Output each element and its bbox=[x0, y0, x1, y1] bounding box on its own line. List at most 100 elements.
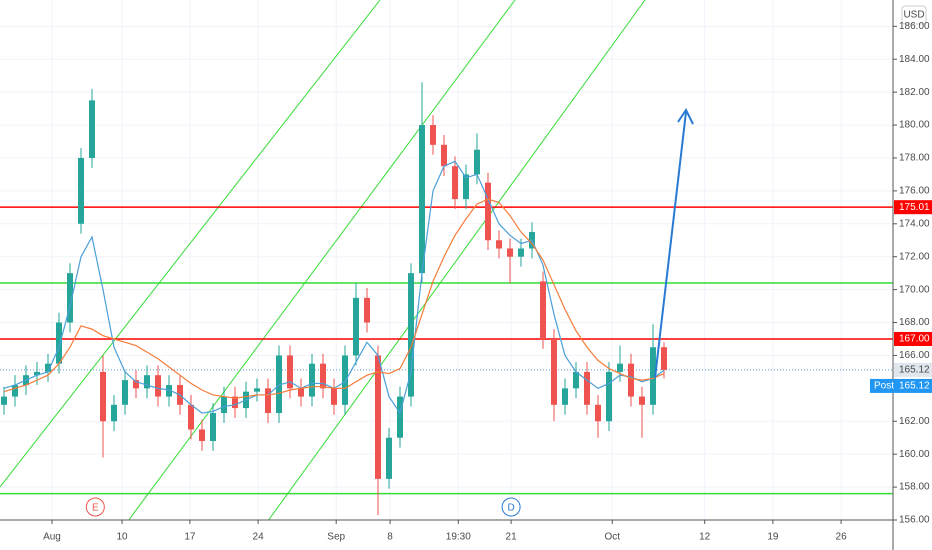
y-tick-label: 168.00 bbox=[899, 317, 930, 328]
projection-arrow bbox=[654, 108, 694, 379]
channel-line bbox=[0, 0, 381, 488]
y-tick-label: 178.00 bbox=[899, 153, 930, 164]
candle-body bbox=[363, 297, 370, 323]
y-tick-label: 158.00 bbox=[899, 482, 930, 493]
event-marker bbox=[85, 497, 105, 517]
y-tick-label: 180.00 bbox=[899, 120, 930, 131]
x-tick-label: 19 bbox=[767, 532, 779, 543]
channel-line bbox=[124, 0, 516, 526]
candle-body bbox=[462, 174, 469, 200]
candle-body bbox=[484, 182, 491, 241]
candle-body bbox=[550, 338, 557, 405]
candle-body bbox=[100, 371, 107, 422]
candle-body bbox=[12, 385, 19, 397]
candle-body bbox=[45, 363, 52, 372]
candle-body bbox=[286, 355, 293, 389]
y-tick-label: 156.00 bbox=[899, 515, 930, 526]
candle-body bbox=[297, 388, 304, 397]
last-price-label: 165.12 bbox=[899, 365, 930, 376]
candle-body bbox=[495, 240, 502, 249]
candle-body bbox=[330, 388, 337, 405]
candle-body bbox=[154, 375, 161, 397]
level-label: 175.01 bbox=[899, 202, 930, 213]
candle-body bbox=[396, 396, 403, 438]
x-tick-label: 10 bbox=[116, 532, 128, 543]
x-tick-label: Sep bbox=[327, 532, 345, 543]
x-tick-label: 8 bbox=[387, 532, 393, 543]
axis-labels: 156.00 158.00 160.00 162.00 166.00 168.00 170.… bbox=[43, 21, 932, 543]
level-tag bbox=[894, 331, 932, 346]
currency-box[interactable] bbox=[901, 5, 927, 25]
y-tick-label: 182.00 bbox=[899, 87, 930, 98]
candle-body bbox=[133, 380, 140, 389]
candle-body bbox=[275, 355, 282, 414]
y-tick-label: 166.00 bbox=[899, 350, 930, 361]
y-tick-label: 186.00 bbox=[899, 21, 930, 32]
grid bbox=[0, 0, 893, 521]
y-tick-label: 174.00 bbox=[899, 218, 930, 229]
post-session: Post bbox=[874, 381, 894, 392]
candle-body bbox=[56, 322, 63, 364]
candle-body bbox=[616, 363, 623, 372]
x-tick-label: 21 bbox=[506, 532, 518, 543]
candle-body bbox=[253, 388, 260, 392]
candle-body bbox=[187, 404, 194, 430]
candle-body bbox=[539, 281, 546, 339]
candle-body bbox=[561, 388, 568, 405]
y-tick-label: 170.00 bbox=[899, 284, 930, 295]
currency: USD bbox=[903, 10, 924, 21]
candle-body bbox=[385, 437, 392, 479]
x-tick-label: Aug bbox=[43, 532, 61, 543]
post-tag bbox=[870, 378, 932, 393]
x-tick-label: 26 bbox=[836, 532, 848, 543]
candle-body bbox=[506, 248, 513, 257]
channel-line bbox=[264, 0, 646, 526]
candle-body bbox=[264, 388, 271, 414]
candle-body bbox=[451, 166, 458, 200]
time-axis bbox=[0, 520, 893, 550]
candle-body bbox=[308, 363, 315, 397]
x-tick-label: Oct bbox=[605, 532, 621, 543]
candle-body bbox=[660, 347, 667, 370]
post-price: 165.12 bbox=[899, 381, 930, 392]
candles bbox=[1, 82, 667, 516]
candle-body bbox=[165, 385, 172, 397]
candle-body bbox=[67, 273, 74, 323]
event-marker bbox=[501, 497, 521, 517]
candle-body bbox=[231, 396, 238, 409]
x-tick-label: 17 bbox=[184, 532, 196, 543]
candle-body bbox=[1, 396, 8, 405]
candle-body bbox=[374, 355, 381, 479]
candle-body bbox=[352, 297, 359, 356]
candle-body bbox=[572, 371, 579, 389]
candle-body bbox=[34, 371, 41, 376]
x-tick-label: 12 bbox=[699, 532, 711, 543]
candle-body bbox=[473, 149, 480, 175]
candle-body bbox=[418, 125, 425, 274]
last-price-tag bbox=[894, 362, 932, 377]
candle-body bbox=[638, 396, 645, 405]
candle-body bbox=[429, 125, 436, 145]
candle-body bbox=[209, 413, 216, 442]
candle-body bbox=[319, 363, 326, 389]
candle-body bbox=[341, 355, 348, 405]
candle-body bbox=[517, 248, 524, 257]
candle-body bbox=[111, 404, 118, 422]
y-tick-label: 160.00 bbox=[899, 449, 930, 460]
trend-lines bbox=[0, 0, 646, 526]
candle-body bbox=[220, 396, 227, 414]
candle-body bbox=[198, 429, 205, 442]
y-tick-label: 172.00 bbox=[899, 251, 930, 262]
candle-body bbox=[583, 371, 590, 405]
y-tick-label: 184.00 bbox=[899, 54, 930, 65]
arrow-line bbox=[654, 111, 687, 379]
candle-body bbox=[594, 404, 601, 422]
candle-body bbox=[440, 144, 447, 167]
candle-body bbox=[144, 375, 151, 389]
levels bbox=[0, 206, 893, 495]
level-label: 167.00 bbox=[899, 334, 930, 345]
price-axis bbox=[893, 0, 932, 550]
moving-average bbox=[3, 198, 665, 399]
